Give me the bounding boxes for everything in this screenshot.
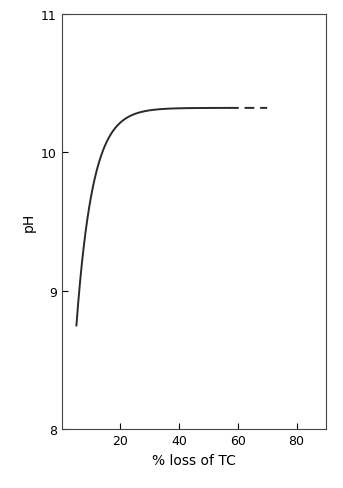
Y-axis label: pH: pH xyxy=(22,212,35,232)
X-axis label: % loss of TC: % loss of TC xyxy=(152,453,236,467)
